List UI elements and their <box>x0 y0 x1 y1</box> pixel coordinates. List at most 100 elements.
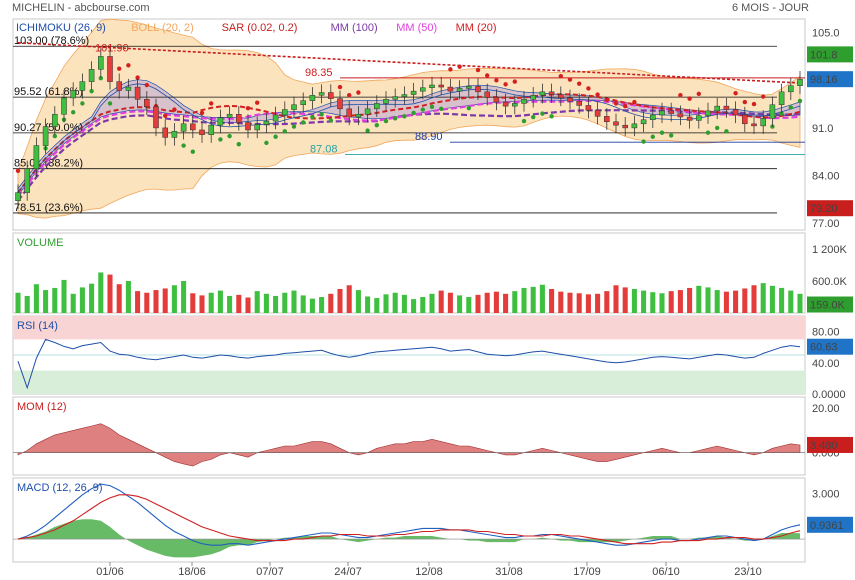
candle-body <box>79 81 86 91</box>
volume-bar <box>466 297 472 313</box>
volume-bar <box>355 290 361 313</box>
volume-bar <box>144 292 150 313</box>
signal-line <box>17 494 801 545</box>
candle-body <box>346 108 352 118</box>
sar-dot <box>512 79 517 84</box>
x-tick-label: 01/06 <box>96 566 124 578</box>
rsi-oversold-zone <box>13 370 805 394</box>
volume-bar <box>116 284 122 313</box>
sar-dot <box>788 105 793 110</box>
candle-body <box>742 114 748 125</box>
candle-body <box>282 109 288 116</box>
candle-body <box>696 115 702 121</box>
volume-bar <box>797 293 803 313</box>
price-tag-bg <box>807 200 853 217</box>
candle-body <box>226 114 233 118</box>
sar-dot <box>383 118 389 124</box>
volume-bar <box>585 294 591 313</box>
sar-dot <box>761 94 766 99</box>
sar-dot <box>264 140 269 146</box>
sar-dot <box>126 63 131 68</box>
volume-bar <box>714 290 720 313</box>
sar-dot <box>227 133 232 139</box>
candle-body <box>272 114 279 122</box>
sar-dot <box>89 88 94 94</box>
volume-bar <box>190 293 196 313</box>
candle-body <box>585 105 592 111</box>
candle-body <box>594 109 601 117</box>
volume-bar <box>705 287 711 313</box>
candle-body <box>52 114 58 127</box>
volume-bar <box>512 291 518 313</box>
volume-bar <box>696 285 702 313</box>
volume-bar <box>346 285 352 313</box>
sar-dot <box>245 105 251 111</box>
sar-dot <box>457 64 462 69</box>
sar-dot <box>172 107 177 112</box>
volume-bar <box>383 294 389 313</box>
candle-body <box>199 129 205 135</box>
volume-tag: 159.0K <box>810 300 846 312</box>
candle-body <box>171 131 178 138</box>
candle-body <box>42 126 49 146</box>
mom-tag-bg <box>807 436 853 453</box>
candle-body <box>70 90 76 99</box>
resistance-trendline <box>17 42 801 84</box>
sar-dot <box>659 130 665 135</box>
volume-bar <box>309 298 315 313</box>
volume-bar <box>217 290 223 313</box>
candle-body <box>254 124 260 131</box>
sar-dot <box>15 168 21 173</box>
volume-bar <box>613 285 619 313</box>
sar-dot <box>144 82 149 88</box>
volume-bar <box>677 290 683 313</box>
volume-bar <box>650 292 656 313</box>
sar-dot <box>291 124 297 129</box>
level-label: 88.90 <box>415 131 443 143</box>
volume-bar <box>273 295 279 313</box>
volume-bar <box>604 291 610 313</box>
sar-dot <box>724 129 729 134</box>
macd-histogram <box>18 519 800 558</box>
bollinger-band <box>17 18 801 219</box>
volume-bar <box>171 285 177 313</box>
candle-body <box>512 103 518 107</box>
sar-dot <box>595 92 600 97</box>
chart-title: MICHELIN - abcbourse.com <box>12 2 150 14</box>
candle-body <box>134 86 141 100</box>
x-tick-label: 24/07 <box>334 566 362 578</box>
volume-bar <box>282 292 288 313</box>
candle-body <box>245 122 251 131</box>
volume-bar <box>457 295 463 313</box>
sar-dot <box>236 142 241 147</box>
sar-dot <box>374 122 379 128</box>
volume-y-tick: 1 200K <box>812 244 848 256</box>
sar-dot <box>770 124 775 129</box>
candle-body <box>420 87 426 92</box>
candle-body <box>788 85 794 93</box>
mom-layer: MOM (12) <box>13 401 805 467</box>
volume-pane <box>12 232 806 314</box>
sar-dot <box>494 78 499 83</box>
price-tag: 98.16 <box>810 74 838 86</box>
volume-bar <box>769 285 775 313</box>
sar-dot <box>52 133 57 139</box>
volume-bar <box>401 294 407 313</box>
volume-bar <box>576 293 582 313</box>
rsi-layer: RSI (14) <box>13 316 805 394</box>
sar-dot <box>273 134 278 139</box>
sar-dot <box>521 118 527 124</box>
sar-dot <box>797 98 803 104</box>
sar-dot <box>742 99 747 105</box>
volume-bar <box>622 287 628 313</box>
sar-dot <box>503 82 508 87</box>
x-tick-label: 06/10 <box>652 566 680 578</box>
candle-body <box>705 110 711 116</box>
sar-dot <box>475 67 481 73</box>
candle-body <box>236 114 242 123</box>
mm20-line <box>17 93 801 194</box>
sar-dot <box>650 134 655 139</box>
volume-bar <box>24 295 30 313</box>
sar-dot <box>98 76 104 81</box>
